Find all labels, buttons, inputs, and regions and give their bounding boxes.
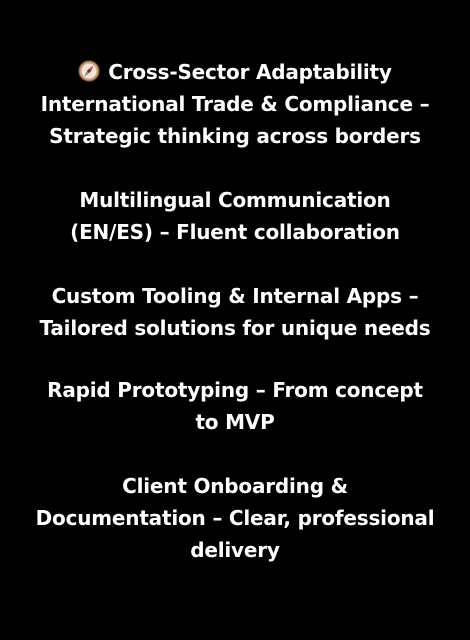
compass-icon <box>78 60 100 82</box>
section-heading-text: Cross-Sector Adaptability <box>108 60 392 84</box>
item-line: delivery <box>190 538 280 562</box>
item-line: Strategic thinking across borders <box>49 124 421 148</box>
item-line: Documentation – Clear, professional <box>35 506 435 530</box>
item-multilingual: Multilingual Communication (EN/ES) – Flu… <box>10 184 460 248</box>
section-heading: Cross-Sector Adaptability <box>10 56 460 88</box>
item-line: Rapid Prototyping – From concept <box>47 378 423 402</box>
item-client-onboarding: Client Onboarding & Documentation – Clea… <box>10 470 460 566</box>
item-line: Tailored solutions for unique needs <box>39 316 431 340</box>
item-line: to MVP <box>195 410 275 434</box>
item-custom-tooling: Custom Tooling & Internal Apps – Tailore… <box>10 280 460 344</box>
item-line: Client Onboarding & <box>122 474 348 498</box>
item-line: Custom Tooling & Internal Apps – <box>51 284 419 308</box>
item-line: (EN/ES) – Fluent collaboration <box>70 220 400 244</box>
item-line: Multilingual Communication <box>79 188 391 212</box>
item-rapid-prototyping: Rapid Prototyping – From concept to MVP <box>10 374 460 438</box>
item-line: International Trade & Compliance – <box>40 92 430 116</box>
section-cross-sector: Cross-Sector Adaptability International … <box>10 56 460 152</box>
